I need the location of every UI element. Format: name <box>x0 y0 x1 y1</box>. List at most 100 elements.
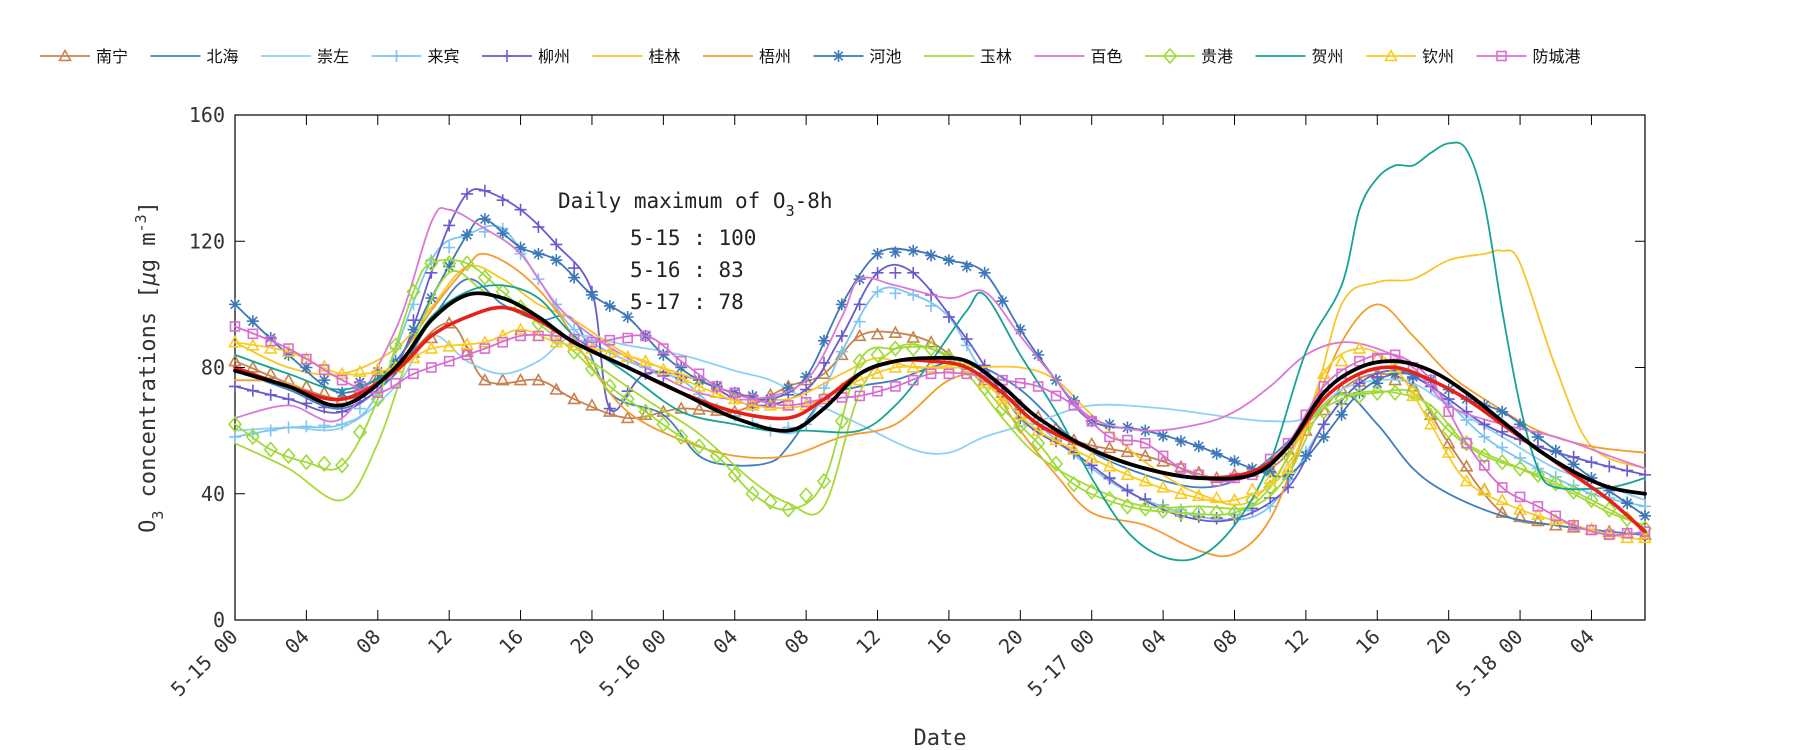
series-point <box>889 287 902 300</box>
series-point <box>890 381 901 392</box>
series-point <box>1317 430 1330 443</box>
series-line <box>233 291 1647 496</box>
series-line <box>234 325 1646 536</box>
series-point <box>1245 482 1260 495</box>
series-point <box>1227 504 1242 521</box>
series-point <box>656 416 671 433</box>
series-point <box>406 283 421 300</box>
x-tick-label: 12 <box>851 625 885 659</box>
legend-label: 钦州 <box>1422 47 1454 66</box>
series-point <box>300 420 313 433</box>
legend-label: 河池 <box>870 47 902 66</box>
series-point <box>817 334 830 347</box>
series-point <box>1479 460 1490 471</box>
series-point <box>1639 509 1651 522</box>
series-point <box>317 455 332 472</box>
series-point <box>620 410 635 424</box>
series-point <box>638 403 653 420</box>
series-point <box>1352 387 1367 405</box>
series-line <box>234 334 1646 501</box>
series-point <box>1531 507 1545 520</box>
series-point <box>675 355 687 367</box>
legend-item: 河池 <box>813 47 902 66</box>
series-point <box>888 360 903 373</box>
series-point <box>1157 450 1169 462</box>
legend-item: 钦州 <box>1366 47 1454 66</box>
series-point <box>870 327 885 340</box>
series-point <box>461 187 474 200</box>
series-point <box>1585 471 1598 484</box>
series-point <box>1157 429 1170 442</box>
series-百色 <box>234 207 1646 470</box>
series-point <box>1441 422 1456 439</box>
series-point <box>1316 403 1331 420</box>
series-point <box>282 393 295 406</box>
legend-label: 南宁 <box>96 47 128 66</box>
series-point <box>245 360 260 373</box>
series-point <box>513 322 528 335</box>
series-point <box>1120 444 1135 458</box>
series-point <box>924 335 938 348</box>
series-point <box>924 360 938 373</box>
series-point <box>1549 444 1562 457</box>
series-point <box>300 397 313 410</box>
series-point <box>263 366 278 380</box>
legend-marker <box>390 50 403 62</box>
series-point <box>692 379 706 392</box>
legend: 南宁 北海 崇左 来宾 柳州 桂林 梧州 河池 玉林 百色 贵港 贺州 钦州 防城港 <box>40 47 1581 66</box>
series-point <box>585 398 599 411</box>
series-point <box>1209 490 1224 504</box>
series-point <box>353 402 366 415</box>
series-point <box>264 388 277 401</box>
x-tick-label: 04 <box>708 625 742 659</box>
series-point <box>586 336 598 348</box>
series-point <box>996 295 1009 308</box>
series-point <box>765 396 776 408</box>
legend-label: 玉林 <box>980 47 1012 66</box>
series-point <box>1478 418 1491 431</box>
series-point <box>1602 501 1617 518</box>
series-point <box>388 337 403 354</box>
series-point <box>1459 459 1474 472</box>
series-point <box>1335 408 1348 421</box>
series-point <box>246 315 259 328</box>
legend-label: 桂林 <box>649 47 681 66</box>
legend-marker <box>1384 48 1398 62</box>
series-point <box>853 298 866 311</box>
series-point <box>1603 484 1616 497</box>
series-point <box>1586 524 1597 536</box>
series-point <box>1191 504 1206 521</box>
series-point <box>1102 440 1117 454</box>
series-point <box>497 336 509 348</box>
series-point <box>888 325 903 338</box>
series-point <box>584 360 600 378</box>
legend-item: 防城港 <box>1476 47 1581 66</box>
series-point <box>1245 491 1260 509</box>
series-point <box>854 390 865 402</box>
series-point <box>1138 448 1153 462</box>
series-point <box>1639 526 1651 537</box>
series-line <box>234 188 1646 523</box>
y-tick-label: 160 <box>189 103 225 127</box>
series-line <box>233 305 1647 534</box>
series-point <box>603 299 616 312</box>
series-point <box>1495 492 1510 506</box>
legend-marker <box>58 48 72 62</box>
series-point <box>354 381 366 392</box>
series-point <box>960 333 973 346</box>
series-point <box>782 382 795 395</box>
x-tick-label: 20 <box>994 625 1028 659</box>
series-point <box>995 400 1010 417</box>
series-point <box>1496 405 1509 418</box>
series-point <box>1514 491 1526 503</box>
series-point <box>640 330 651 342</box>
y-tick-label: 80 <box>201 356 225 380</box>
y-tick-label: 0 <box>213 608 225 632</box>
series-point <box>693 368 705 380</box>
series-point <box>1495 505 1510 518</box>
series-point <box>1334 390 1349 408</box>
series-point <box>745 485 760 502</box>
series-point <box>318 419 331 432</box>
series-point <box>1514 418 1527 431</box>
annotation-line-5-16: 5-16 : 83 <box>630 258 744 282</box>
